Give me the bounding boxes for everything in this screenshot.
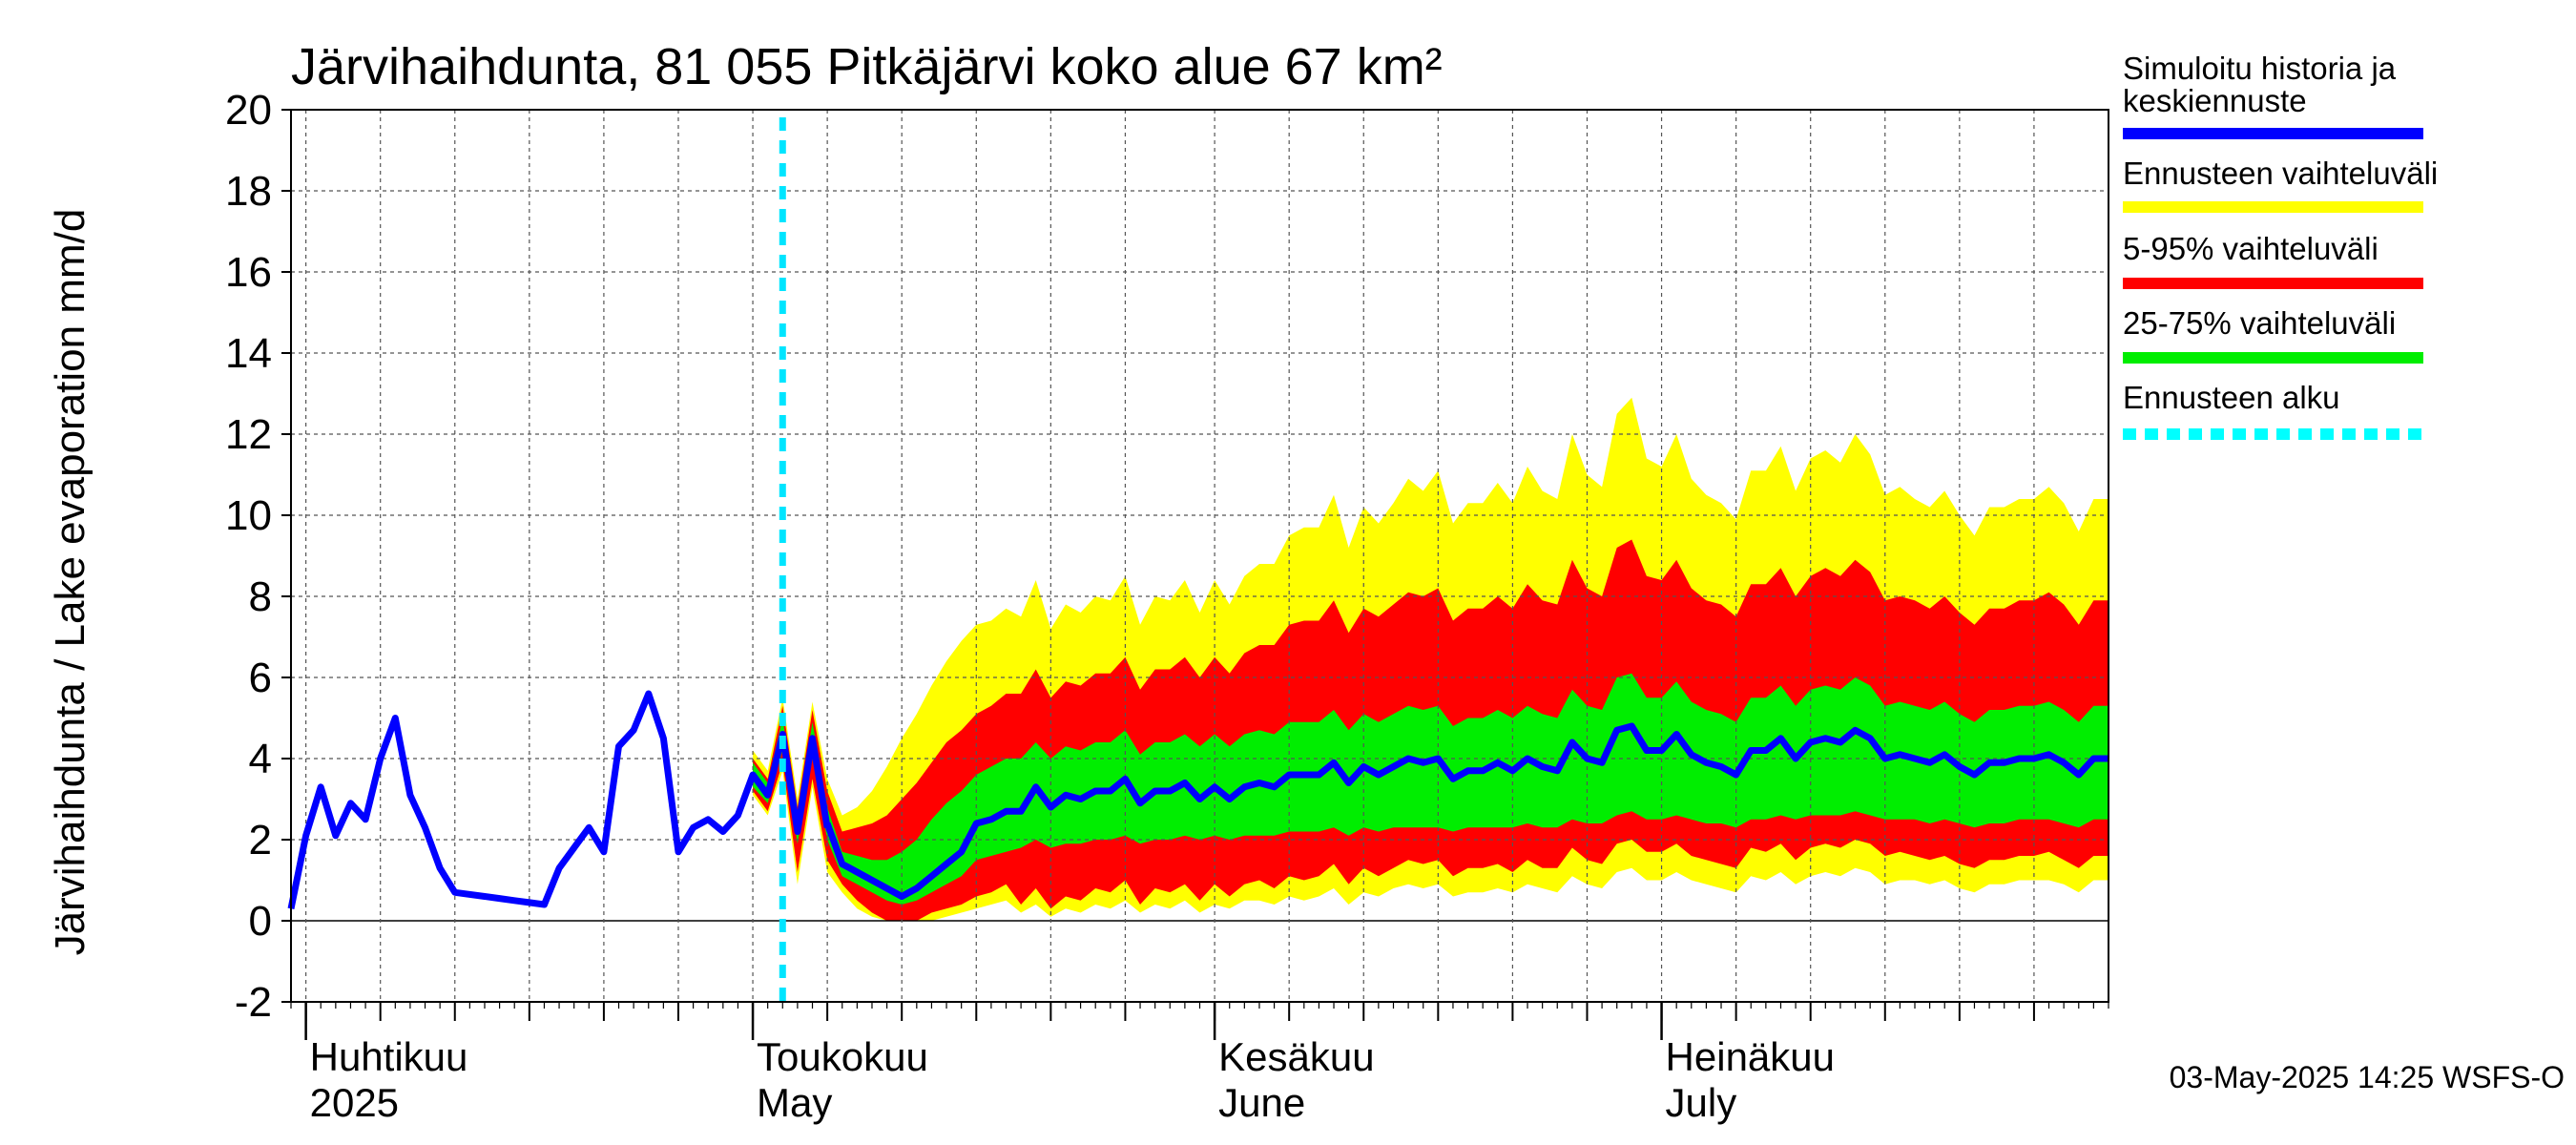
legend-label: keskiennuste (2123, 83, 2307, 118)
y-tick-label: 20 (225, 87, 272, 134)
month-label-fi: Huhtikuu (310, 1034, 468, 1079)
timestamp: 03-May-2025 14:25 WSFS-O (2170, 1060, 2565, 1094)
month-label-fi: Heinäkuu (1666, 1034, 1835, 1079)
legend-label: 25-75% vaihteluväli (2123, 305, 2396, 341)
y-tick-label: 2 (249, 817, 272, 864)
y-tick-label: 8 (249, 573, 272, 620)
y-tick-label: 10 (225, 492, 272, 539)
y-tick-label: 12 (225, 411, 272, 458)
median-forecast-line (823, 722, 2109, 900)
y-tick-label: 18 (225, 168, 272, 215)
plot-frame (290, 109, 2109, 1003)
chart-title: Järvihaihdunta, 81 055 Pitkäjärvi koko a… (291, 38, 1443, 95)
month-label-fi: Kesäkuu (1218, 1034, 1374, 1079)
month-label-en: 2025 (310, 1080, 399, 1125)
series-lines (287, 117, 2109, 1002)
month-label-en: May (757, 1080, 832, 1125)
month-label-en: July (1666, 1080, 1737, 1125)
y-axis-label: Järvihaihdunta / Lake evaporation mm/d (47, 209, 93, 956)
legend-label: Ennusteen vaihteluväli (2123, 156, 2438, 191)
grid-lines (291, 110, 2109, 1002)
y-tick-label: -2 (235, 979, 272, 1026)
month-label-en: June (1218, 1080, 1305, 1125)
band-25-75 (753, 673, 2109, 905)
month-label-fi: Toukokuu (757, 1034, 928, 1079)
y-tick-label: 0 (249, 898, 272, 945)
legend-label: Ennusteen alku (2123, 380, 2340, 415)
y-tick-label: 16 (225, 249, 272, 296)
y-tick-label: 14 (225, 330, 272, 377)
y-tick-label: 4 (249, 736, 272, 782)
legend-label: Simuloitu historia ja (2123, 51, 2397, 86)
legend-label: 5-95% vaihteluväli (2123, 231, 2379, 266)
forecast-bands (753, 397, 2109, 921)
history-line (287, 690, 831, 909)
y-tick-label: 6 (249, 655, 272, 701)
